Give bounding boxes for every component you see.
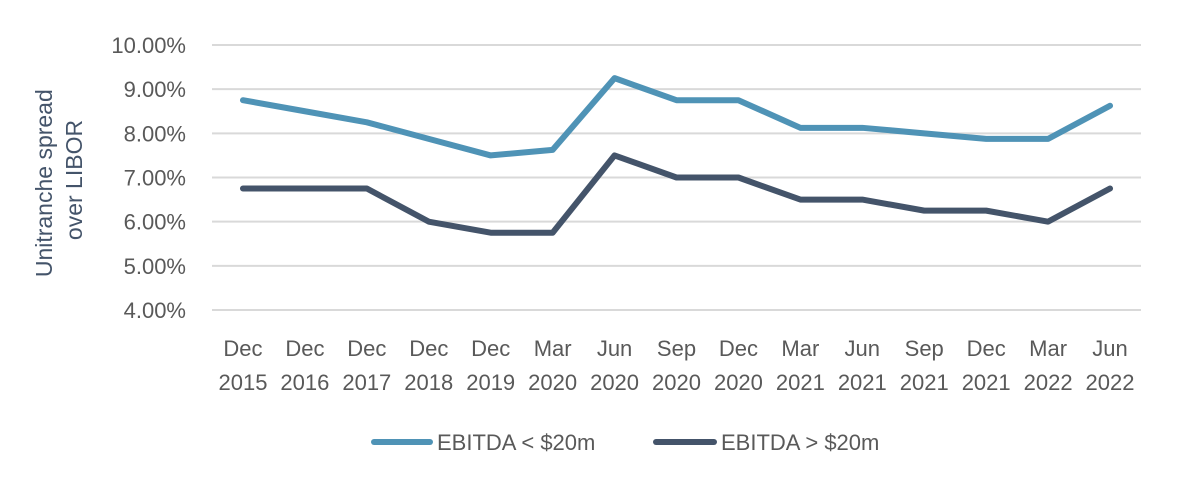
x-tick-label: Jun 2020: [590, 336, 639, 395]
y-tick-label: 6.00%: [124, 210, 186, 235]
x-tick-label: Dec 2020: [714, 336, 763, 395]
legend: EBITDA < $20m EBITDA > $20m: [371, 430, 879, 455]
x-tick-year: 2017: [342, 370, 391, 395]
y-tick-label: 5.00%: [124, 254, 186, 279]
x-tick-month: Mar: [1029, 336, 1067, 361]
x-tick-year: 2021: [776, 370, 825, 395]
legend-label-large-ebitda: EBITDA > $20m: [721, 430, 879, 455]
y-axis-label-line-1: Unitranche spread: [31, 89, 57, 277]
y-tick-label: 8.00%: [124, 121, 186, 146]
x-tick-label: Dec 2016: [280, 336, 329, 395]
legend-label-small-ebitda: EBITDA < $20m: [437, 430, 595, 455]
y-axis-label-line-2: over LIBOR: [61, 120, 87, 240]
y-axis-label: Unitranche spread over LIBOR: [31, 83, 87, 277]
x-tick-year: 2020: [590, 370, 639, 395]
x-tick-year: 2016: [280, 370, 329, 395]
x-tick-year: 2020: [652, 370, 701, 395]
x-tick-label: Dec 2019: [466, 336, 515, 395]
x-tick-year: 2020: [714, 370, 763, 395]
x-tick-month: Jun: [1092, 336, 1127, 361]
x-tick-label: Mar 2021: [776, 336, 825, 395]
x-tick-month: Dec: [471, 336, 510, 361]
x-tick-month: Jun: [597, 336, 632, 361]
x-tick-year: 2021: [900, 370, 949, 395]
x-tick-label: Mar 2020: [528, 336, 577, 395]
x-tick-year: 2022: [1024, 370, 1073, 395]
x-tick-label: Dec 2015: [218, 336, 267, 395]
x-tick-month: Jun: [845, 336, 880, 361]
x-tick-month: Dec: [223, 336, 262, 361]
x-tick-label: Sep 2021: [900, 336, 949, 395]
x-axis-ticks: Dec 2015 Dec 2016 Dec 2017 Dec 2018 Dec 2019 Mar 20…: [218, 336, 1134, 395]
y-tick-label: 7.00%: [124, 166, 186, 191]
x-tick-label: Dec 2017: [342, 336, 391, 395]
x-tick-month: Sep: [905, 336, 944, 361]
gridlines: [212, 44, 1141, 311]
x-tick-year: 2018: [404, 370, 453, 395]
y-axis-ticks: 10.00% 9.00% 8.00% 7.00% 6.00% 5.00% 4.00%: [111, 33, 186, 323]
x-tick-month: Dec: [719, 336, 758, 361]
x-tick-month: Mar: [781, 336, 819, 361]
y-tick-label: 4.00%: [124, 298, 186, 323]
x-tick-year: 2019: [466, 370, 515, 395]
series-lines: [239, 75, 1114, 236]
x-tick-month: Dec: [967, 336, 1006, 361]
x-tick-year: 2020: [528, 370, 577, 395]
y-tick-label: 9.00%: [124, 77, 186, 102]
x-tick-month: Dec: [347, 336, 386, 361]
x-tick-month: Mar: [534, 336, 572, 361]
x-tick-label: Jun 2021: [838, 336, 887, 395]
x-tick-year: 2022: [1086, 370, 1135, 395]
x-tick-label: Mar 2022: [1024, 336, 1073, 395]
x-tick-year: 2015: [218, 370, 267, 395]
y-tick-label: 10.00%: [111, 33, 186, 58]
x-tick-label: Dec 2021: [962, 336, 1011, 395]
x-tick-label: Jun 2022: [1086, 336, 1135, 395]
x-tick-month: Dec: [409, 336, 448, 361]
x-tick-label: Dec 2018: [404, 336, 453, 395]
x-tick-label: Sep 2020: [652, 336, 701, 395]
x-tick-year: 2021: [962, 370, 1011, 395]
x-tick-month: Sep: [657, 336, 696, 361]
x-tick-year: 2021: [838, 370, 887, 395]
x-tick-month: Dec: [285, 336, 324, 361]
